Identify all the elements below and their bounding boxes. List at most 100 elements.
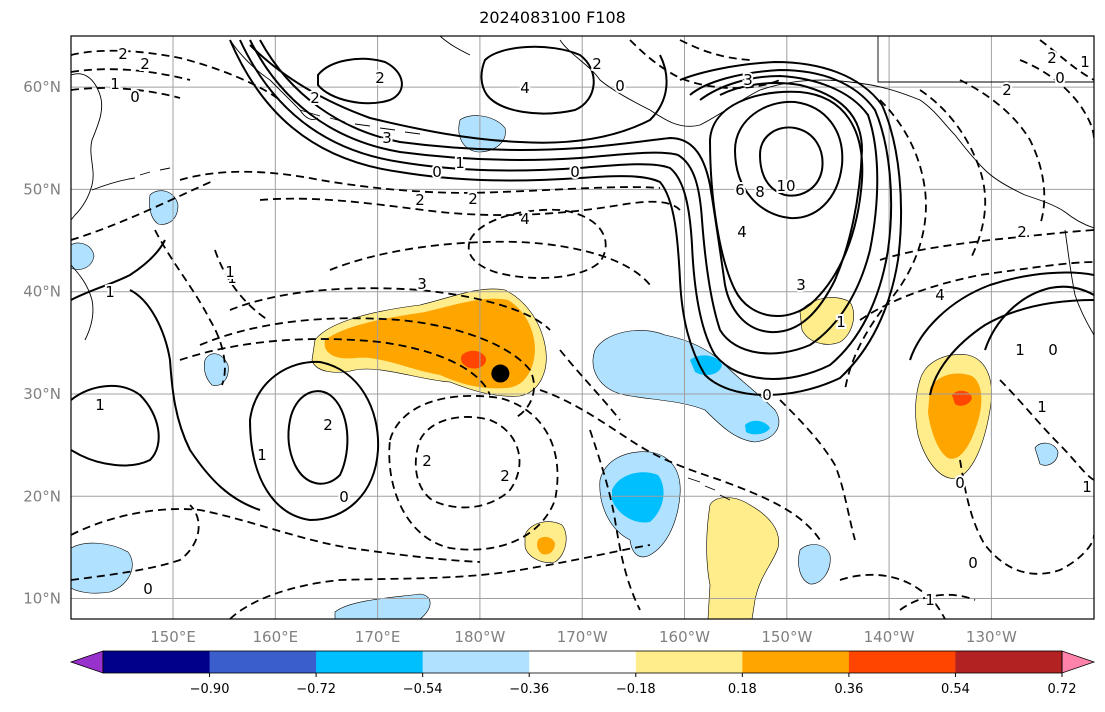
dashed-contour-east-10 (839, 573, 946, 619)
latitude-labels: 60°N 50°N 40°N 30°N 20°N 10°N (23, 78, 61, 607)
dashed-contour-south-3 (71, 508, 481, 563)
dashed-contour-north-1 (71, 49, 281, 101)
solid-contour-high-core-3 (708, 90, 864, 317)
contour-label: 8 (755, 183, 765, 201)
solid-contour-east-1 (929, 299, 1094, 396)
contour-lines (71, 39, 1094, 619)
solid-contour-sw-inner (287, 390, 349, 485)
contour-label: 4 (520, 210, 530, 228)
coast-japan (71, 264, 94, 341)
lon-tick-label: 150°W (761, 628, 812, 646)
contour-label: 1 (227, 269, 237, 287)
solid-contour-east-3 (909, 271, 1094, 361)
contour-label: 2 (310, 89, 320, 107)
contour-label: 0 (432, 163, 442, 181)
colorbar-extend-low (69, 650, 104, 674)
contour-label: 0 (143, 580, 153, 598)
lon-tick-label: 180°W (454, 628, 505, 646)
solid-contour-high-core-2 (758, 126, 824, 197)
solid-contour-west-2 (71, 384, 160, 467)
dashed-contour-east-6 (859, 261, 1094, 321)
lon-tick-label: 150°E (150, 628, 196, 646)
cool-patch-e (334, 593, 431, 619)
colorbar: −0.90 −0.72 −0.54 −0.36 −0.18 0.18 0.36 0.54 0.7… (69, 650, 1096, 697)
lon-tick-label: 170°E (355, 628, 401, 646)
contour-label: 0 (968, 554, 978, 572)
colorbar-extend-high (1061, 650, 1096, 674)
colorbar-tick-label: −0.36 (509, 682, 549, 697)
solid-contour-high-core-1 (733, 100, 844, 220)
solid-contour-low-north (249, 44, 668, 144)
dashed-contour-trough-6 (199, 317, 535, 419)
contour-label: 1 (455, 154, 465, 172)
longitude-labels: 150°E 160°E 170°E 180°W 170°W 160°W 150°W 140°W… (150, 628, 1017, 646)
contour-label: 2 (1047, 49, 1057, 67)
contour-label: 1 (257, 446, 267, 464)
cool-patch-c (71, 542, 133, 594)
lat-tick-label: 30°N (23, 385, 61, 403)
dashed-contour-east-4 (1019, 59, 1094, 141)
coast-usa-west (1064, 229, 1094, 336)
cool-patch-g (1034, 442, 1059, 466)
warm-region-east-peak (952, 390, 972, 406)
contour-label: 1 (105, 283, 115, 301)
cool-region-central-core2 (745, 420, 770, 435)
solid-contour-jet-1 (259, 39, 864, 334)
colorbar-tick-label: 0.18 (728, 682, 757, 697)
coast-kamchatka (71, 73, 103, 221)
storm-center-marker (491, 364, 510, 383)
contour-label: 0 (1055, 69, 1065, 87)
dashed-contour-east-1 (844, 99, 927, 391)
solid-contour-east-2 (984, 285, 1094, 351)
contour-label: 2 (500, 467, 510, 485)
cool-patch-d (798, 544, 831, 585)
coast-bering-west (229, 39, 319, 121)
dashed-contour-east-11 (899, 593, 976, 611)
lon-tick-label: 130°W (966, 628, 1017, 646)
contour-label: 4 (935, 286, 945, 304)
contour-label: 3 (743, 71, 753, 89)
contour-label: 0 (130, 88, 140, 106)
dashed-contour-trough-2 (259, 197, 681, 216)
colorbar-bin (955, 651, 1063, 673)
contour-label: 2 (323, 416, 333, 434)
dashed-contour-north-6 (1039, 39, 1094, 81)
lon-tick-label: 140°W (864, 628, 915, 646)
colorbar-tick-label: 0.54 (941, 682, 970, 697)
lat-tick-label: 10°N (23, 590, 61, 608)
dashed-contour-east-3 (959, 79, 1046, 226)
contour-label: 0 (570, 163, 580, 181)
dashed-contour-north-3 (71, 87, 181, 99)
contour-label: 4 (520, 79, 530, 97)
contour-label: 0 (1048, 341, 1058, 359)
colorbar-bin (529, 651, 637, 673)
lat-tick-label: 20°N (23, 487, 61, 505)
anomaly-shading (71, 115, 1059, 619)
contour-label: 2 (140, 55, 150, 73)
colorbar-tick-label: −0.72 (296, 682, 336, 697)
dashed-contour-east-7 (779, 399, 856, 541)
colorbar-bin (422, 651, 530, 673)
colorbar-bin (316, 651, 424, 673)
cool-patch-a (458, 115, 506, 153)
lat-tick-label: 50°N (23, 180, 61, 198)
dashed-contour-south-6 (589, 429, 641, 611)
colorbar-bin (848, 651, 956, 673)
contour-label: 2 (375, 69, 385, 87)
contour-label: 1 (1082, 478, 1092, 496)
dashed-contour-east-8 (959, 459, 1094, 575)
contour-label: 2 (468, 190, 478, 208)
colorbar-bin (742, 651, 850, 673)
dashed-contour-north-5 (679, 39, 751, 61)
contour-label: 0 (955, 474, 965, 492)
contour-label: 4 (737, 223, 747, 241)
graticule (71, 36, 1094, 619)
contour-label: 0 (339, 488, 349, 506)
cool-patch-h (71, 242, 95, 270)
dashed-contour-west-3 (214, 249, 269, 321)
contour-label: 10 (776, 177, 795, 195)
colorbar-bin (103, 651, 211, 673)
dashed-contour-east-9 (999, 379, 1094, 481)
lat-tick-label: 60°N (23, 78, 61, 96)
